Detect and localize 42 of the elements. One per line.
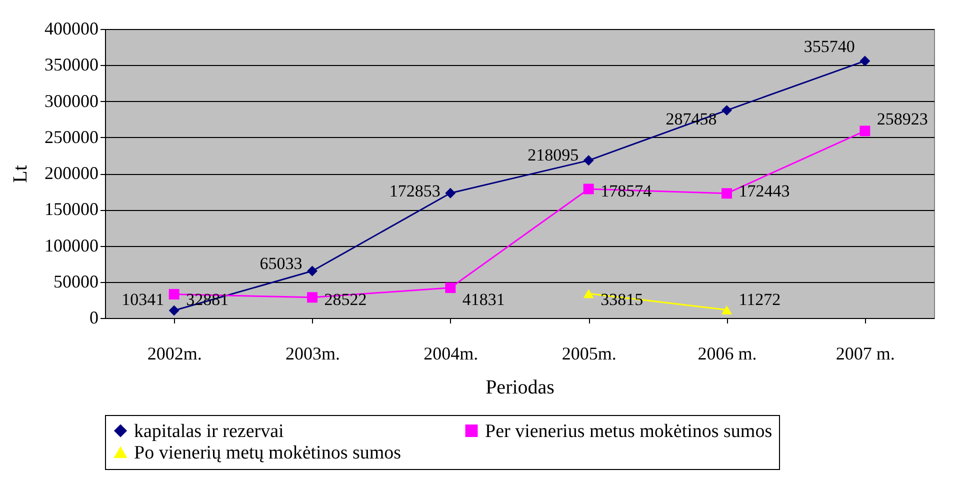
point [860,126,870,136]
point [445,188,456,198]
y-tick-label: 50000 [54,271,98,292]
point [307,266,318,276]
y-tick-label: 0 [90,308,98,328]
data-label: 355740 [804,37,855,56]
y-tick-label: 400000 [44,18,98,38]
x-tick-label: 2002m. [147,344,202,364]
y-axis-title: Lt [10,164,32,183]
legend-label: Per vienerius metus mokėtinos sumos [485,420,772,442]
x-tick-label: 2003m. [285,344,340,364]
x-tick-label: 2006 m. [698,344,757,364]
data-label: 11272 [738,290,781,309]
data-label: 65033 [260,254,302,273]
point [168,305,180,316]
data-label: 10341 [122,290,164,309]
y-tick-label: 250000 [44,126,98,147]
x-axis-title: Periodas [486,376,555,398]
point [722,105,732,116]
legend-label: kapitalas ir rezervai [134,420,284,442]
data-label: 218095 [528,145,579,164]
data-label: 172853 [389,182,440,201]
y-tick-label: 300000 [44,90,98,111]
point [583,155,594,166]
point [583,184,594,194]
y-tick-label: 200000 [44,163,98,183]
data-label: 41831 [462,290,505,309]
x-tick-label: 2004m. [424,344,478,364]
point [445,282,456,294]
x-tick-label: 2005m. [562,344,616,364]
data-label: 258923 [876,109,928,128]
point [168,289,180,300]
data-label: 28522 [324,290,367,309]
point [860,56,870,66]
point [307,292,318,303]
y-tick-label: 100000 [44,235,98,256]
x-tick-label: 2007 m. [836,344,895,364]
y-tick-label: 150000 [44,199,98,220]
y-tick-label: 350000 [44,54,98,75]
point [722,188,732,199]
data-label: 172443 [738,182,790,201]
legend-label: Po vienerių metų mokėtinos sumos [134,442,402,464]
